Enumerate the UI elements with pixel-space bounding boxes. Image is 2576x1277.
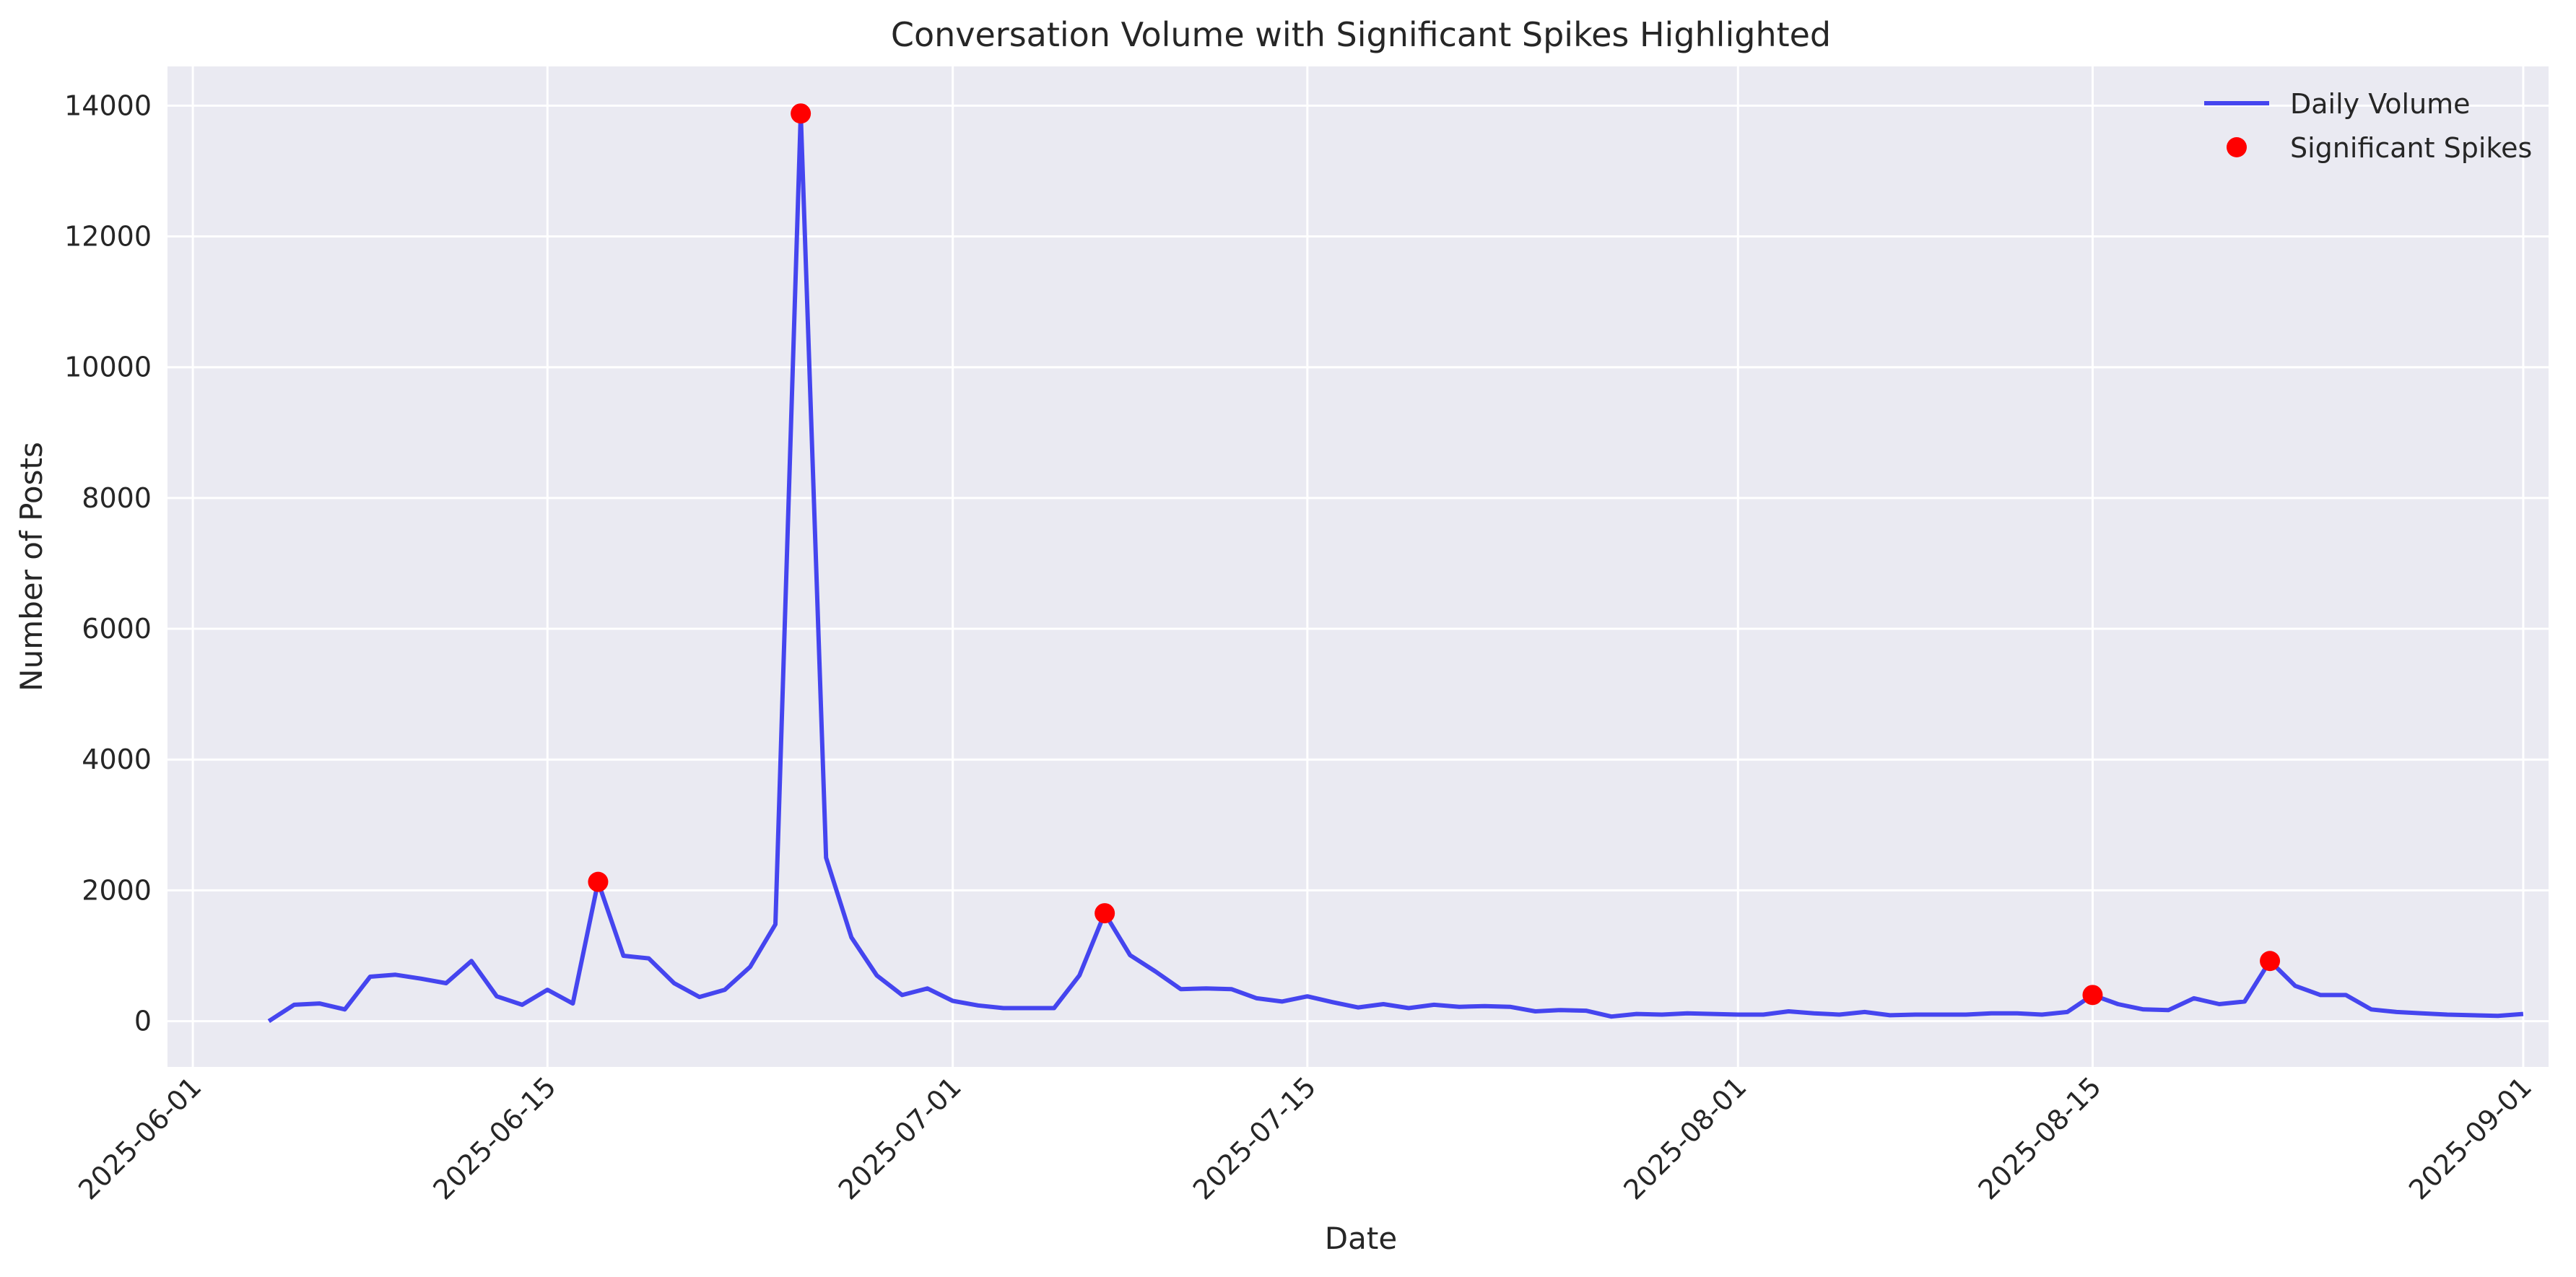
- series-line-daily-volume: [267, 111, 2524, 1024]
- legend-label-significant-spikes: Significant Spikes: [2290, 132, 2532, 164]
- spike-point: [2082, 985, 2103, 1006]
- x-tick-label: 2025-07-15: [1187, 1071, 1322, 1206]
- y-tick-label: 2000: [82, 874, 152, 906]
- grid: [167, 66, 2549, 1067]
- series-layer: [267, 103, 2524, 1024]
- x-tick-label: 2025-09-01: [2403, 1071, 2538, 1206]
- legend: Daily Volume Significant Spikes: [2204, 88, 2532, 164]
- x-tick-label: 2025-08-15: [1972, 1071, 2107, 1206]
- y-axis: 0 2000 4000 6000 8000 10000 12000 14000: [64, 90, 152, 1037]
- y-axis-title: Number of Posts: [14, 442, 49, 692]
- spike-point: [791, 103, 811, 124]
- x-tick-label: 2025-06-15: [427, 1071, 562, 1206]
- spike-point: [1095, 903, 1115, 924]
- y-tick-label: 10000: [64, 352, 152, 383]
- y-tick-label: 4000: [82, 744, 152, 775]
- x-tick-label: 2025-08-01: [1617, 1071, 1752, 1206]
- y-tick-label: 8000: [82, 482, 152, 514]
- y-tick-label: 14000: [64, 90, 152, 121]
- spike-point: [2260, 951, 2281, 972]
- x-axis: 2025-06-01 2025-06-15 2025-07-01 2025-07-15…: [72, 1071, 2538, 1206]
- x-axis-title: Date: [1325, 1221, 1397, 1256]
- spike-point: [588, 871, 609, 892]
- y-tick-label: 0: [134, 1006, 152, 1037]
- y-tick-label: 12000: [64, 221, 152, 253]
- x-tick-label: 2025-07-01: [832, 1071, 967, 1206]
- x-tick-label: 2025-06-01: [72, 1071, 207, 1206]
- chart-title: Conversation Volume with Significant Spi…: [891, 15, 1831, 54]
- y-tick-label: 6000: [82, 613, 152, 645]
- plot-area: [167, 66, 2549, 1067]
- legend-marker-swatch: [2227, 137, 2247, 157]
- legend-label-daily-volume: Daily Volume: [2290, 88, 2471, 120]
